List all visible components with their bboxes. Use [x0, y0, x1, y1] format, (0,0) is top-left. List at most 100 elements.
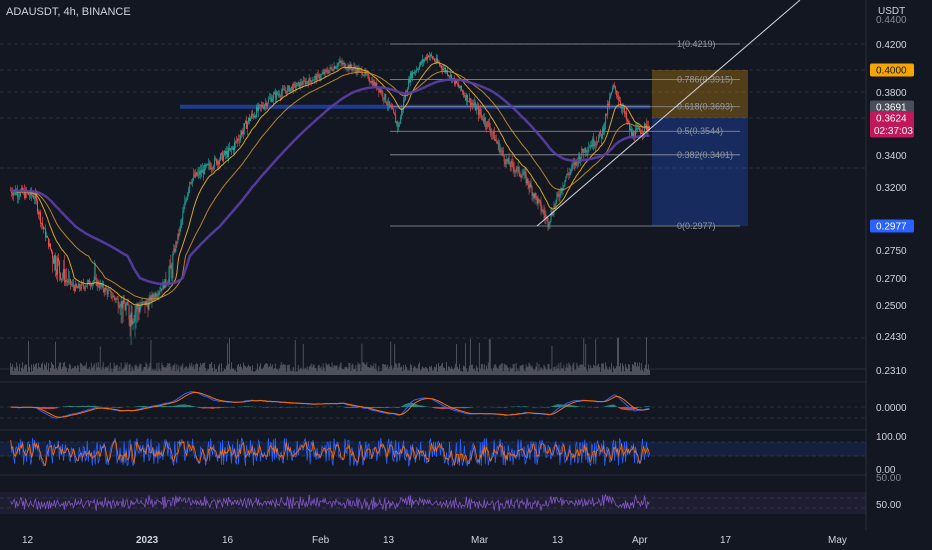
candle-body [440, 65, 441, 66]
candle-body [93, 276, 95, 282]
candle-body [341, 62, 343, 65]
candle-body [591, 144, 593, 147]
candle-body [474, 102, 476, 111]
candle-body [133, 321, 135, 322]
candle-body [614, 85, 616, 87]
candle-body [37, 200, 38, 213]
price-tick: 0.2500 [876, 301, 907, 312]
candle-body [89, 285, 91, 286]
candle-body [110, 291, 112, 298]
candle-body [316, 73, 318, 81]
candle-body [322, 72, 324, 74]
candle-body [571, 165, 573, 170]
candle-body [526, 178, 528, 183]
candle-body [481, 115, 483, 120]
candle-body [304, 80, 306, 85]
candle-body [598, 136, 600, 143]
candle-body [410, 72, 412, 83]
candle-body [421, 61, 423, 64]
candle-body [545, 216, 547, 218]
candle-body [29, 194, 31, 196]
candle-body [641, 132, 642, 134]
candle-body [259, 104, 261, 106]
candle-body [280, 92, 282, 97]
candle-body [527, 178, 529, 185]
candle-body [430, 54, 431, 57]
candle-body [295, 86, 297, 88]
candle-body [197, 173, 199, 176]
candle-body [424, 59, 426, 62]
candle-body [312, 80, 314, 81]
candle-body [501, 150, 503, 152]
candle-body [180, 223, 182, 228]
candle-body [608, 103, 610, 106]
candle-body [257, 104, 259, 111]
candle-body [631, 129, 632, 136]
candle-body [49, 243, 50, 247]
candle-body [338, 62, 340, 64]
symbol-header[interactable]: ADAUSDT, 4h, BINANCE [6, 6, 131, 18]
candle-body [275, 91, 277, 99]
candle-body [515, 170, 517, 172]
candle-body [151, 294, 153, 302]
candle-body [425, 57, 427, 60]
candle-body [589, 147, 591, 149]
position-zones [180, 70, 748, 226]
candle-body [573, 162, 575, 165]
candle-body [343, 62, 345, 64]
candle-body [511, 161, 513, 163]
candle-body [186, 198, 188, 201]
candle-body [413, 72, 415, 74]
candle-body [202, 169, 204, 173]
candle-body [429, 56, 431, 58]
candle-body [447, 70, 448, 76]
candle-body [419, 65, 421, 70]
candle-body [367, 73, 369, 75]
candle-body [179, 227, 181, 235]
candle-body [129, 319, 131, 327]
candle-body [508, 158, 510, 165]
candle-body [313, 77, 315, 81]
candle-body [536, 196, 538, 204]
candle-body [223, 155, 225, 161]
candle-body [203, 169, 205, 175]
candle-body [120, 301, 122, 307]
candle-body [123, 299, 125, 304]
stoch-k-line [10, 436, 650, 468]
candle-body [72, 283, 74, 287]
candle-body [492, 130, 494, 134]
candle-body [38, 212, 39, 214]
candle-body [128, 305, 130, 320]
candle-body [309, 77, 311, 81]
price-badge-label: 0.2977 [876, 222, 907, 233]
candle-body [252, 115, 254, 118]
candle-body [535, 193, 537, 197]
candle-body [111, 297, 113, 298]
candle-body [352, 68, 354, 71]
candle-body [414, 71, 416, 74]
candle-body [67, 280, 69, 283]
candle-body [640, 130, 641, 134]
candle-body [194, 174, 196, 177]
candle-body [118, 304, 120, 307]
candle-body [152, 294, 154, 298]
candle-body [610, 94, 612, 98]
candle-body [538, 199, 540, 201]
candle-body [215, 158, 217, 160]
candle-body [488, 122, 490, 129]
candle-body [599, 132, 601, 137]
candle-body [543, 210, 545, 215]
candle-body [210, 166, 212, 170]
currency-label: USDT [878, 6, 906, 17]
candle-body [106, 289, 108, 295]
candle-body [642, 132, 643, 134]
time-tick: Mar [471, 535, 489, 546]
candle-body [574, 162, 576, 166]
candle-body [298, 82, 300, 88]
candle-body [35, 194, 36, 199]
candle-body [268, 98, 270, 100]
candle-body [366, 73, 368, 75]
candle-body [181, 219, 183, 224]
candle-body [415, 71, 417, 73]
